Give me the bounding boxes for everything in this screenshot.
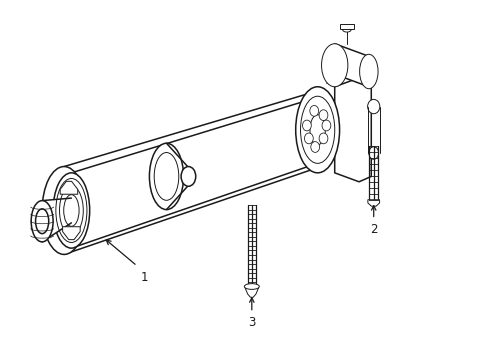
Polygon shape (334, 78, 370, 182)
Ellipse shape (321, 44, 347, 87)
Text: 2: 2 (369, 223, 377, 236)
Ellipse shape (368, 147, 378, 159)
Polygon shape (339, 24, 353, 30)
Text: 3: 3 (247, 316, 255, 329)
Ellipse shape (36, 209, 49, 234)
Ellipse shape (319, 110, 327, 121)
Ellipse shape (367, 99, 379, 114)
Ellipse shape (302, 120, 311, 131)
Ellipse shape (342, 27, 350, 32)
Ellipse shape (149, 143, 183, 210)
Text: 1: 1 (141, 271, 148, 284)
Polygon shape (334, 44, 368, 87)
Ellipse shape (310, 141, 319, 152)
Polygon shape (64, 93, 310, 255)
Ellipse shape (295, 87, 339, 173)
Polygon shape (166, 143, 188, 210)
Polygon shape (71, 100, 307, 248)
Polygon shape (367, 200, 379, 206)
Polygon shape (42, 198, 71, 242)
Polygon shape (244, 288, 258, 297)
Ellipse shape (359, 54, 377, 89)
Ellipse shape (309, 105, 318, 116)
Ellipse shape (319, 133, 327, 144)
Ellipse shape (53, 173, 89, 248)
Ellipse shape (309, 115, 325, 145)
Polygon shape (62, 227, 80, 240)
Ellipse shape (322, 120, 330, 131)
Polygon shape (60, 181, 78, 194)
Ellipse shape (304, 133, 313, 144)
Ellipse shape (181, 167, 195, 186)
Ellipse shape (31, 201, 53, 242)
Ellipse shape (244, 284, 259, 289)
Ellipse shape (42, 167, 86, 255)
